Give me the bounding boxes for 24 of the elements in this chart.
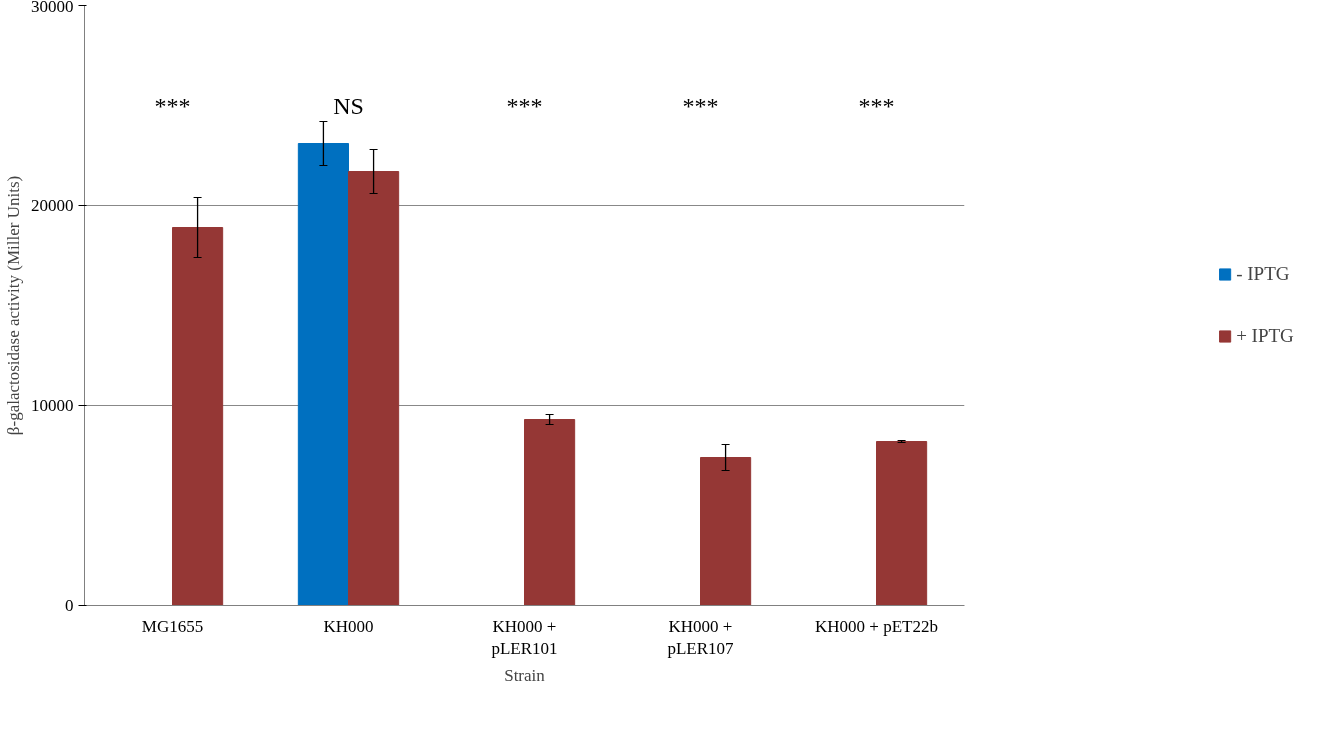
bar (876, 441, 928, 606)
bar (172, 227, 224, 606)
annotation: NS (333, 92, 364, 119)
annotation: *** (154, 92, 191, 119)
legend-label: + IPTG (1236, 325, 1294, 347)
x-tick-label: KH000 (323, 616, 374, 636)
annotation: *** (858, 92, 895, 119)
bar (700, 457, 752, 606)
annotation: *** (506, 92, 543, 119)
bar (524, 419, 576, 606)
x-tick-label: KH000 + pLER101 (491, 616, 558, 659)
bar (348, 171, 400, 606)
y-tick-label: 10000 (31, 396, 74, 415)
y-tick-label: 20000 (31, 196, 74, 215)
legend-label: - IPTG (1236, 263, 1290, 285)
y-tick-label: 0 (65, 596, 74, 615)
x-tick-label: KH000 + pET22b (815, 616, 938, 636)
x-axis-title: Strain (504, 666, 546, 686)
y-tick-label: 30000 (31, 0, 74, 16)
y-axis-title: β-galactosidase activity (Miller Units) (4, 175, 23, 436)
annotation: *** (682, 92, 719, 119)
x-tick-label: KH000 + pLER107 (667, 616, 735, 659)
x-tick-label: MG1655 (141, 616, 204, 636)
bar (297, 143, 349, 606)
